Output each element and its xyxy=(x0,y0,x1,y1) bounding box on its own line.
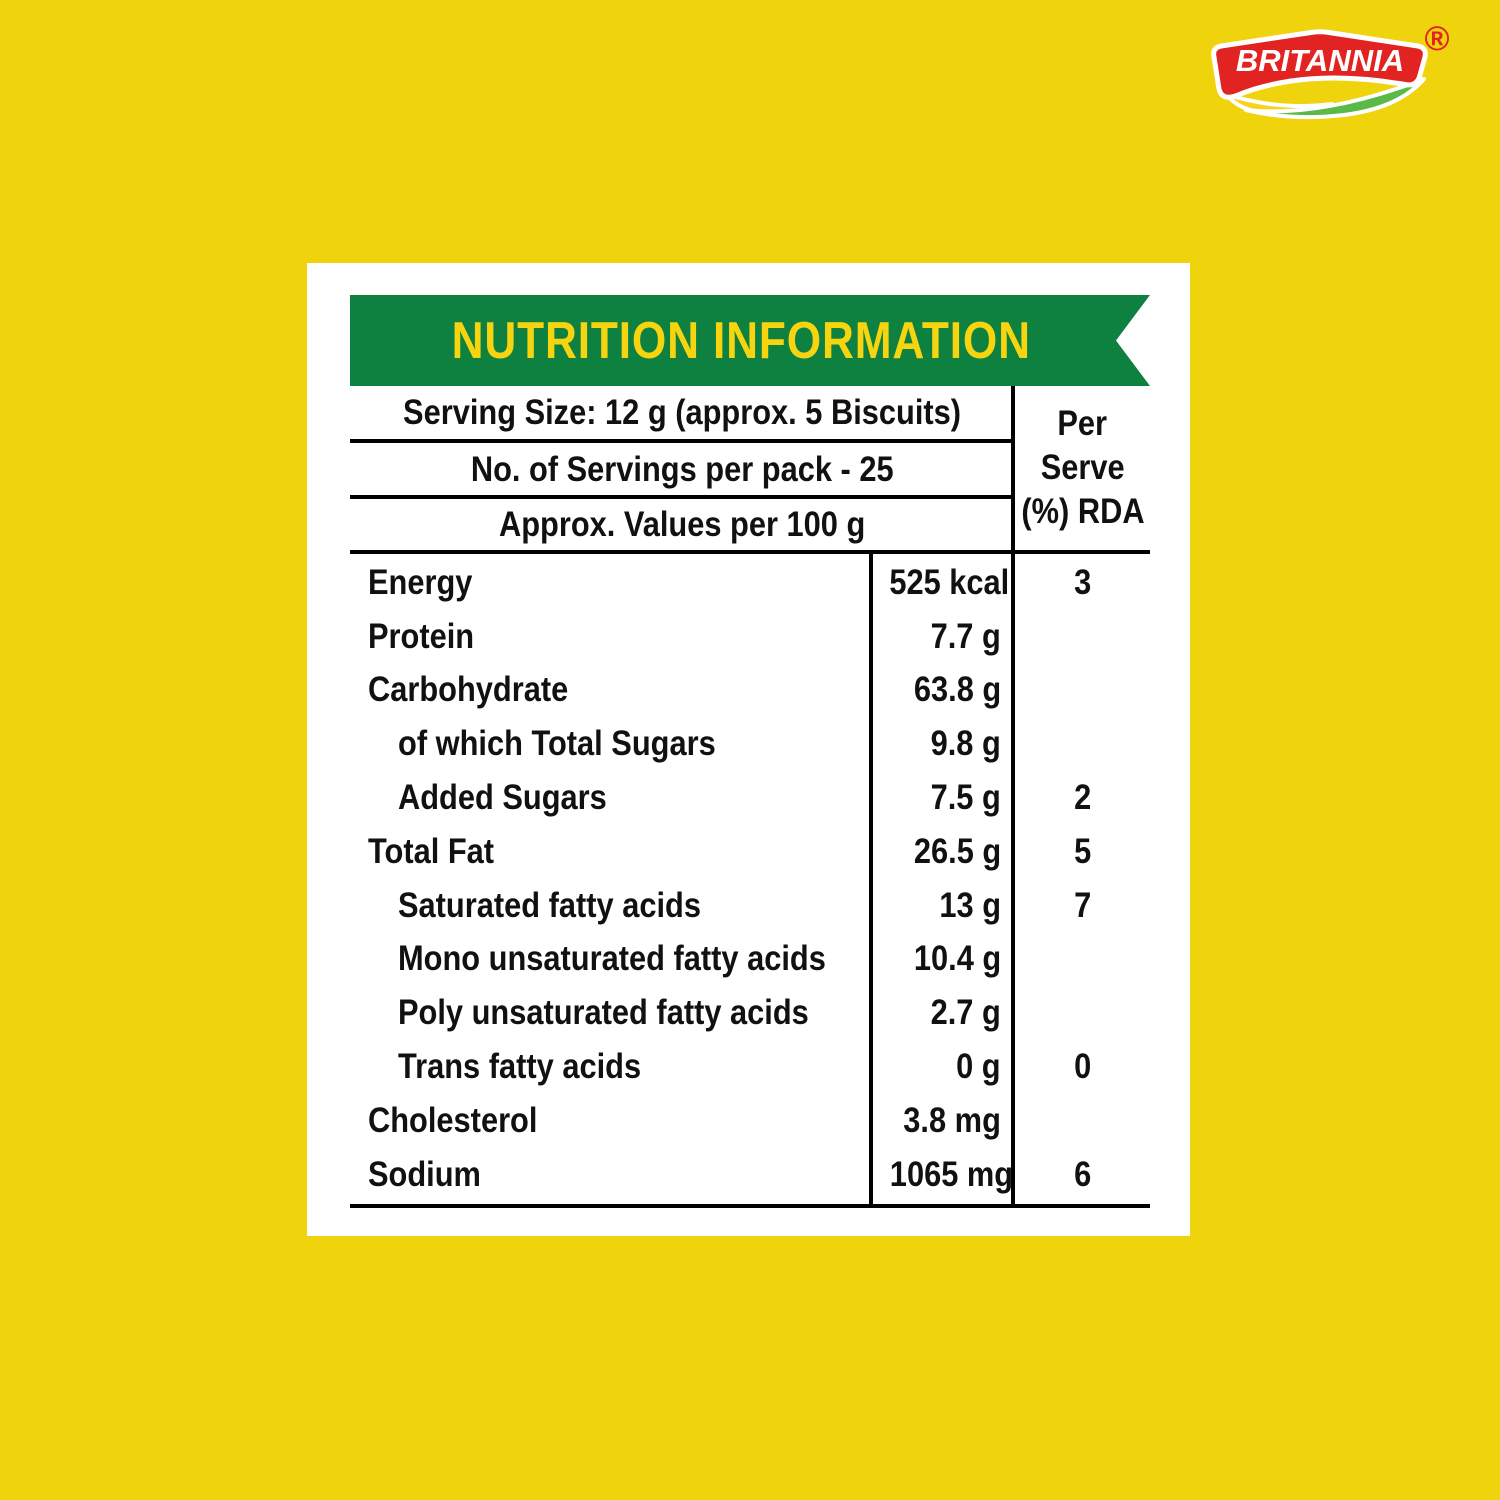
nutrient-label: Saturated fatty acids xyxy=(398,885,701,925)
nutrient-label: Sodium xyxy=(368,1154,481,1194)
per-serve-line-1: Per xyxy=(1057,404,1108,443)
nutrient-value: 2.7 g xyxy=(930,993,1001,1033)
nutrient-rda xyxy=(1015,1004,1150,1022)
nutrient-rda: 7 xyxy=(1073,885,1092,925)
nutrient-value: 0 g xyxy=(956,1047,1001,1087)
nutrient-label: Cholesterol xyxy=(368,1100,538,1140)
nutrition-title-ribbon: NUTRITION INFORMATION xyxy=(350,295,1150,386)
serving-size-text: Serving Size: 12 g (approx. 5 Biscuits) xyxy=(403,393,962,432)
table-row: of which Total Sugars 9.8 g xyxy=(350,717,1150,771)
nutrient-rda xyxy=(1015,1112,1150,1130)
table-row: Trans fatty acids 0 g 0 xyxy=(350,1040,1150,1094)
table-row: Protein 7.7 g xyxy=(350,610,1150,664)
nutrient-value: 63.8 g xyxy=(913,670,1001,710)
table-row: Saturated fatty acids 13 g 7 xyxy=(350,879,1150,933)
logo-swoosh-green xyxy=(1244,77,1426,120)
nutrient-rda: 5 xyxy=(1073,831,1092,871)
header-divider-1 xyxy=(350,439,1015,443)
britannia-logo-graphic: BRITANNIA ® xyxy=(1211,20,1450,120)
rda-column-divider xyxy=(1011,386,1015,1208)
nutrient-value: 3.8 mg xyxy=(903,1100,1001,1140)
table-row: Energy 525 kcal 3 xyxy=(350,556,1150,610)
table-row: Added Sugars 7.5 g 2 xyxy=(350,771,1150,825)
nutrient-label: Protein xyxy=(368,616,475,656)
table-row: Carbohydrate 63.8 g xyxy=(350,664,1150,718)
nutrient-label: Added Sugars xyxy=(398,778,607,818)
value-column-divider xyxy=(869,550,873,1208)
servings-per-pack-text: No. of Servings per pack - 25 xyxy=(471,450,894,489)
nutrition-panel: NUTRITION INFORMATION Serving Size: 12 g… xyxy=(307,263,1190,1236)
nutrient-label: of which Total Sugars xyxy=(398,724,716,764)
per-serve-rda-header: Per Serve (%) RDA xyxy=(1015,386,1150,550)
nutrient-label: Energy xyxy=(368,562,473,602)
nutrition-table: Serving Size: 12 g (approx. 5 Biscuits) … xyxy=(350,386,1150,1208)
nutrient-value: 7.7 g xyxy=(930,616,1001,656)
nutrient-rda xyxy=(1015,681,1150,699)
nutrient-rda xyxy=(1015,735,1150,753)
table-row: Mono unsaturated fatty acids 10.4 g xyxy=(350,933,1150,987)
nutrient-rda: 2 xyxy=(1073,778,1092,818)
nutrient-value: 13 g xyxy=(939,885,1001,925)
nutrient-value: 10.4 g xyxy=(913,939,1001,979)
nutrient-label: Poly unsaturated fatty acids xyxy=(398,993,809,1033)
logo-banner-shape xyxy=(1211,29,1428,100)
values-basis-row: Approx. Values per 100 g xyxy=(350,498,1015,552)
table-bottom-border xyxy=(350,1204,1150,1208)
table-row: Total Fat 26.5 g 5 xyxy=(350,825,1150,879)
nutrient-value: 1065 mg xyxy=(889,1154,1014,1194)
britannia-logo: BRITANNIA ® xyxy=(1190,20,1452,124)
nutrient-label: Carbohydrate xyxy=(368,670,569,710)
table-row: Sodium 1065 mg 6 xyxy=(350,1148,1150,1202)
table-row: Poly unsaturated fatty acids 2.7 g xyxy=(350,986,1150,1040)
nutrient-value: 9.8 g xyxy=(930,724,1001,764)
per-serve-line-2: Serve xyxy=(1040,448,1125,487)
nutrient-value: 525 kcal xyxy=(889,562,1010,602)
serving-size-row: Serving Size: 12 g (approx. 5 Biscuits) xyxy=(350,386,1015,440)
header-divider-2 xyxy=(350,495,1015,499)
per-serve-line-3: (%) RDA xyxy=(1020,492,1145,531)
registered-trademark-icon: ® xyxy=(1424,22,1449,58)
nutrient-label: Total Fat xyxy=(368,831,495,871)
nutrient-value: 7.5 g xyxy=(930,778,1001,818)
nutrient-rda: 3 xyxy=(1073,562,1092,602)
nutrient-rda: 0 xyxy=(1073,1047,1092,1087)
nutrition-table-body: Energy 525 kcal 3 Protein 7.7 g Carbohyd… xyxy=(350,556,1150,1202)
nutrient-rda xyxy=(1015,950,1150,968)
logo-brand-text: BRITANNIA xyxy=(1236,43,1404,78)
nutrient-rda xyxy=(1015,628,1150,646)
nutrition-title: NUTRITION INFORMATION xyxy=(451,311,1032,370)
values-basis-text: Approx. Values per 100 g xyxy=(499,505,866,544)
servings-per-pack-row: No. of Servings per pack - 25 xyxy=(350,443,1015,497)
header-bottom-divider xyxy=(350,550,1150,554)
nutrient-rda: 6 xyxy=(1073,1154,1092,1194)
table-row: Cholesterol 3.8 mg xyxy=(350,1094,1150,1148)
nutrient-label: Trans fatty acids xyxy=(398,1047,642,1087)
nutrient-value: 26.5 g xyxy=(913,831,1001,871)
nutrient-label: Mono unsaturated fatty acids xyxy=(398,939,826,979)
